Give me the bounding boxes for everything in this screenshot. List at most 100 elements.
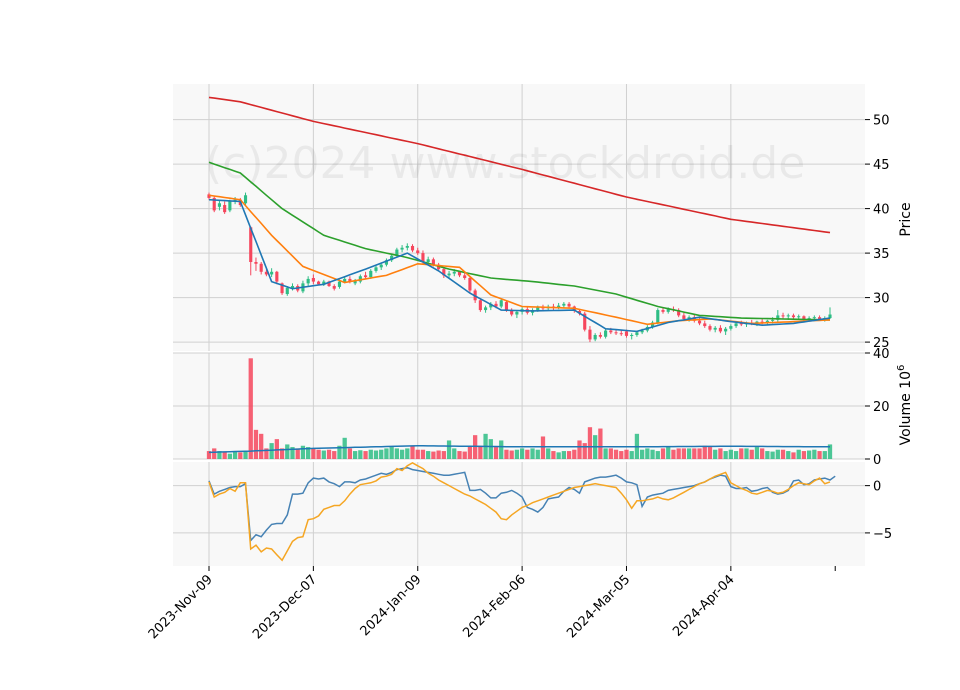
candle-body: [337, 281, 342, 287]
volume-bar: [493, 447, 499, 459]
candle-body: [311, 278, 315, 282]
volume-bar: [285, 444, 290, 459]
volume-y-tick-label: 0: [873, 453, 881, 468]
volume-bar: [384, 448, 389, 459]
volume-bar: [577, 440, 582, 459]
candle-body: [781, 315, 785, 317]
ma-green-line: [208, 161, 831, 321]
candle-body: [384, 260, 388, 265]
volume-bar: [347, 448, 353, 459]
volume-bar: [279, 448, 285, 459]
candle-body: [703, 323, 707, 327]
candle-body: [635, 332, 639, 335]
volume-bar: [765, 451, 770, 459]
candle-body: [739, 323, 743, 325]
x-tick-label: 2024-Apr-04: [670, 572, 737, 639]
volume-bar: [274, 439, 279, 459]
candle-body: [624, 331, 629, 336]
candle-body: [228, 201, 232, 211]
candle-body: [588, 329, 592, 340]
volume-bar: [306, 447, 311, 459]
volume-bar: [504, 449, 509, 459]
candle-body: [343, 278, 347, 282]
candle-body: [217, 203, 222, 207]
candle-body: [489, 303, 493, 308]
candle-body: [651, 322, 655, 327]
candle-body: [661, 310, 665, 312]
volume-bar: [405, 448, 410, 459]
candle-body: [677, 310, 681, 316]
volume-bar: [723, 451, 728, 459]
volume-bar: [671, 449, 676, 459]
volume-bar: [410, 445, 415, 459]
volume-bar: [441, 451, 446, 459]
volume-bar: [822, 451, 827, 459]
oscillator-panel: [173, 462, 865, 566]
volume-bar: [796, 449, 801, 459]
ma-red-line: [208, 96, 831, 234]
volume-bar: [749, 449, 754, 459]
volume-bar: [582, 443, 587, 459]
volume-bar: [561, 451, 566, 459]
volume-bar: [697, 448, 702, 459]
candle-body: [724, 328, 728, 332]
candle-body: [630, 334, 634, 336]
volume-bar: [681, 448, 687, 459]
candle-body: [452, 271, 456, 274]
candle-body: [593, 334, 597, 340]
candle-body: [463, 275, 467, 279]
x-tick-label: 2024-Jan-09: [358, 572, 425, 639]
volume-bar: [295, 448, 300, 459]
x-tick-label: 2024-Mar-05: [564, 572, 633, 641]
volume-bar: [556, 452, 561, 459]
candle-body: [395, 249, 399, 256]
volume-bar: [786, 451, 791, 459]
volume-bar: [232, 451, 238, 459]
candle-body: [828, 314, 832, 319]
volume-bar: [718, 448, 723, 459]
candle-body: [499, 300, 503, 307]
volume-bar: [326, 449, 332, 459]
volume-bar: [473, 435, 478, 459]
candle-body: [786, 315, 790, 317]
volume-bar: [238, 452, 243, 459]
candle-body: [332, 286, 336, 289]
volume-bar: [222, 452, 227, 459]
candle-body: [557, 305, 561, 308]
candle-body: [614, 332, 618, 334]
price-axis-title: Price: [898, 202, 914, 236]
volume-bar: [264, 448, 269, 459]
volume-bar: [227, 453, 233, 459]
volume-bar: [702, 445, 707, 459]
candle-body: [275, 271, 279, 282]
candle-body: [285, 287, 289, 295]
volume-bar: [509, 450, 514, 459]
candle-body: [734, 323, 738, 327]
volume-bar: [457, 451, 462, 459]
candle-body: [484, 307, 488, 311]
candle-body: [791, 315, 796, 318]
volume-bar: [733, 451, 739, 459]
candle-body: [760, 321, 764, 323]
candle-body: [817, 317, 822, 319]
candle-body: [797, 316, 801, 318]
volume-bar: [519, 448, 525, 459]
volume-bar: [739, 448, 744, 459]
candle-body: [807, 318, 811, 320]
volume-bar: [300, 445, 306, 459]
volume-bar: [321, 450, 326, 459]
volume-bar: [603, 448, 608, 459]
volume-bar: [540, 436, 546, 459]
volume-bar: [290, 447, 295, 459]
candle-body: [447, 273, 451, 276]
volume-y-tick-label: 20: [873, 400, 890, 415]
volume-bar: [624, 449, 629, 459]
volume-bar: [775, 449, 780, 459]
candle-body: [207, 194, 211, 198]
candle-body: [290, 286, 295, 289]
volume-bar: [332, 451, 337, 459]
volume-bar: [806, 450, 812, 459]
candle-body: [243, 195, 248, 204]
candle-body: [264, 271, 268, 275]
candle-body: [431, 259, 435, 265]
